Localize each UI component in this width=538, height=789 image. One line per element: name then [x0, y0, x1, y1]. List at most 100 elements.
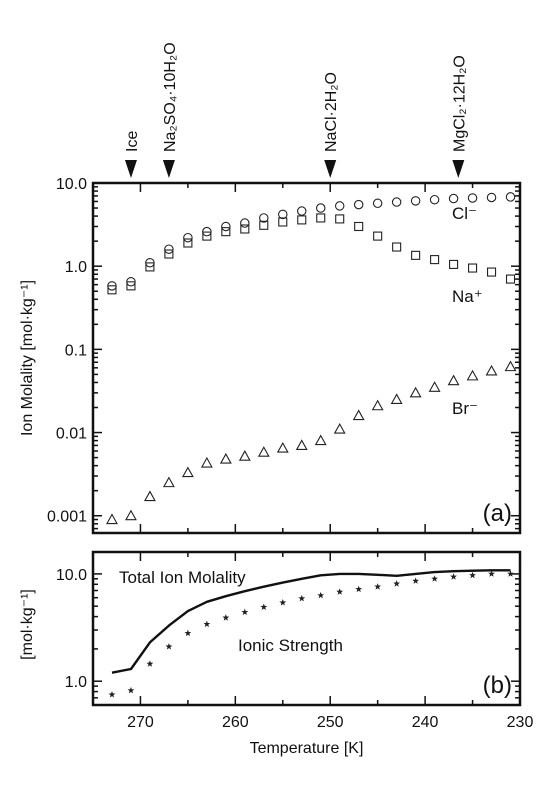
data-point-cl	[334, 201, 345, 211]
panel-label-b: (b)	[483, 672, 512, 699]
data-point-ionic-strength	[298, 594, 306, 602]
data-point-na	[107, 285, 117, 295]
phase-marker-arrow	[124, 160, 137, 178]
data-point-ionic-strength	[469, 571, 476, 579]
data-point-na	[259, 220, 269, 230]
series-label-na: Na⁺	[452, 287, 483, 306]
xlabel: Temperature [K]	[250, 740, 364, 757]
data-point-na	[486, 267, 497, 277]
plot-frame-a	[91, 181, 522, 535]
phase-marker-label: Ice	[124, 131, 141, 152]
data-point-br	[106, 513, 118, 525]
ylabel-b: [mol·kg⁻¹]	[19, 589, 36, 660]
phase-marker-arrow	[324, 160, 337, 178]
xtick-label: 230	[507, 714, 534, 731]
data-point-br	[447, 374, 460, 386]
data-point-na	[468, 263, 478, 273]
series-label-cl: Cl⁻	[452, 204, 477, 223]
data-point-ionic-strength	[127, 686, 135, 694]
ytick-label-a: 10.0	[56, 176, 87, 193]
data-point-na	[164, 249, 174, 259]
data-point-br	[125, 509, 137, 521]
data-point-ionic-strength	[203, 620, 211, 628]
ytick-label-a: 0.01	[56, 426, 87, 443]
phase-marker-label: NaCl·2H₂O	[323, 72, 340, 152]
data-point-ionic-strength	[146, 660, 154, 667]
data-point-cl	[429, 194, 440, 205]
ylabel-a: Ion Molality [mol·kg⁻¹]	[19, 280, 36, 436]
data-point-cl	[297, 206, 307, 216]
data-point-cl	[505, 192, 516, 202]
ytick-label-a: 0.001	[47, 509, 87, 526]
data-point-br	[466, 369, 479, 381]
data-point-br	[181, 466, 194, 478]
data-point-br	[200, 456, 213, 468]
data-point-na	[126, 281, 136, 291]
data-point-na	[240, 224, 250, 234]
data-point-na	[354, 221, 364, 232]
data-point-na	[411, 250, 421, 260]
data-point-ionic-strength	[393, 580, 401, 587]
data-point-br	[504, 360, 517, 372]
data-point-ionic-strength	[317, 591, 325, 599]
data-point-br	[409, 386, 422, 398]
data-point-ionic-strength	[507, 570, 514, 577]
data-point-cl	[278, 209, 288, 220]
data-point-cl	[486, 192, 497, 203]
data-point-na	[373, 231, 383, 241]
ytick-label-a: 0.1	[65, 342, 87, 359]
data-point-na	[335, 214, 345, 224]
data-point-cl	[221, 221, 231, 232]
data-point-ionic-strength	[355, 585, 363, 593]
data-point-cl	[467, 193, 478, 203]
xtick-label: 250	[317, 714, 344, 731]
data-point-br	[238, 450, 251, 461]
data-point-br	[295, 439, 308, 450]
data-point-br	[143, 490, 156, 502]
data-point-ionic-strength	[165, 643, 173, 650]
panel-label-a: (a)	[483, 500, 512, 527]
data-point-br	[352, 409, 365, 421]
data-point-br	[162, 476, 175, 488]
data-point-ionic-strength	[336, 588, 344, 595]
data-point-na	[449, 259, 459, 269]
data-point-na	[430, 255, 440, 265]
ytick-label-a: 1.0	[65, 259, 87, 276]
data-point-cl	[183, 232, 193, 243]
series-label-br: Br⁻	[452, 399, 478, 418]
series-label-total-ion-molality: Total Ion Molality	[119, 568, 246, 587]
data-point-br	[428, 381, 441, 392]
data-point-br	[219, 452, 232, 464]
phase-marker-arrow	[162, 160, 175, 178]
data-point-na	[221, 227, 231, 237]
data-point-na	[297, 215, 307, 225]
data-point-ionic-strength	[260, 603, 268, 611]
xtick-label: 270	[127, 714, 154, 731]
data-point-cl	[240, 218, 250, 228]
data-point-br	[333, 422, 346, 434]
data-point-br	[485, 364, 498, 376]
xtick-label: 260	[222, 714, 249, 731]
data-point-br	[314, 434, 327, 446]
data-point-na	[392, 242, 402, 252]
data-point-na	[505, 274, 516, 284]
data-point-ionic-strength	[108, 691, 116, 698]
data-point-na	[183, 238, 193, 248]
data-point-na	[278, 217, 288, 227]
data-point-na	[316, 213, 326, 223]
data-point-br	[257, 446, 270, 457]
data-point-cl	[372, 198, 383, 209]
data-point-na	[145, 262, 155, 272]
phase-marker-arrow	[452, 160, 465, 178]
data-point-ionic-strength	[241, 608, 249, 616]
data-point-ionic-strength	[184, 629, 192, 637]
ytick-label-b: 1.0	[65, 674, 87, 691]
plot-frame-b	[91, 550, 522, 707]
phase-marker-label: MgCl₂·12H₂O	[451, 55, 468, 152]
line-total-ion-molality	[111, 569, 511, 674]
data-point-ionic-strength	[488, 570, 495, 577]
data-point-ionic-strength	[450, 573, 457, 580]
data-point-na	[202, 231, 212, 241]
data-point-ionic-strength	[374, 583, 382, 590]
